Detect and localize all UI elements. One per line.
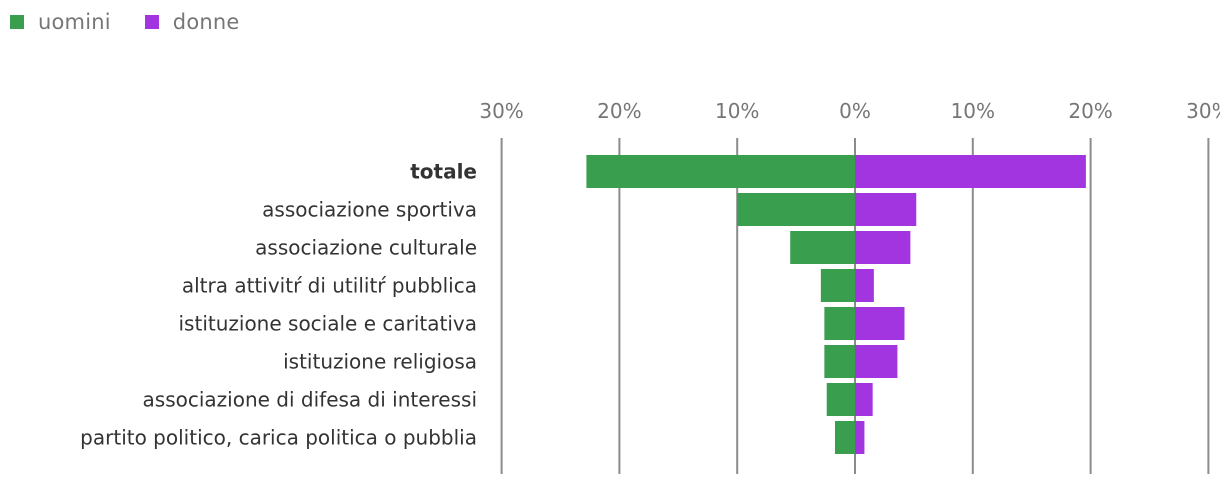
bar-uomini xyxy=(826,383,855,416)
bar-donne xyxy=(855,231,911,264)
legend-swatch-uomini xyxy=(10,15,24,29)
x-tick-label: 30% xyxy=(1186,99,1220,123)
category-label: associazione culturale xyxy=(255,236,477,260)
category-label: associazione sportiva xyxy=(262,198,477,222)
category-label: altra attivitŕ di utilitŕ pubblica xyxy=(182,274,477,298)
bar-donne xyxy=(855,155,1086,188)
axis-tick-labels: 30% 20% 10% 0% 10% 20% 30% xyxy=(479,99,1220,123)
bar-uomini xyxy=(824,307,855,340)
bar-donne xyxy=(855,193,917,226)
legend-item-donne: donne xyxy=(144,10,240,34)
bar-uomini xyxy=(820,269,855,302)
category-label: totale xyxy=(410,160,477,184)
bar-donne xyxy=(855,421,865,454)
bar-donne xyxy=(855,269,874,302)
category-label: istituzione religiosa xyxy=(283,350,477,374)
legend-label-uomini: uomini xyxy=(38,10,111,34)
bar-uomini xyxy=(790,231,855,264)
bar-uomini xyxy=(586,155,855,188)
x-tick-label: 10% xyxy=(715,99,759,123)
x-tick-label: 10% xyxy=(951,99,995,123)
legend-swatch-donne xyxy=(144,15,159,29)
category-label: partito politico, carica politica o pubb… xyxy=(80,426,477,450)
bars xyxy=(586,155,1086,454)
x-tick-label: 20% xyxy=(1068,99,1112,123)
category-labels: totale associazione sportiva associazione … xyxy=(80,160,477,450)
category-label: istituzione sociale e caritativa xyxy=(179,312,478,336)
x-tick-label: 20% xyxy=(597,99,641,123)
bar-donne xyxy=(855,345,898,378)
bar-donne xyxy=(855,307,905,340)
bar-uomini xyxy=(834,421,855,454)
x-tick-label: 0% xyxy=(839,99,871,123)
bar-uomini xyxy=(737,193,855,226)
legend-item-uomini: uomini xyxy=(10,10,111,34)
category-label: associazione di difesa di interessi xyxy=(143,388,477,412)
bar-uomini xyxy=(824,345,855,378)
legend: uomini donne xyxy=(10,10,274,34)
x-tick-label: 30% xyxy=(479,99,523,123)
bar-donne xyxy=(855,383,873,416)
legend-label-donne: donne xyxy=(172,10,240,34)
